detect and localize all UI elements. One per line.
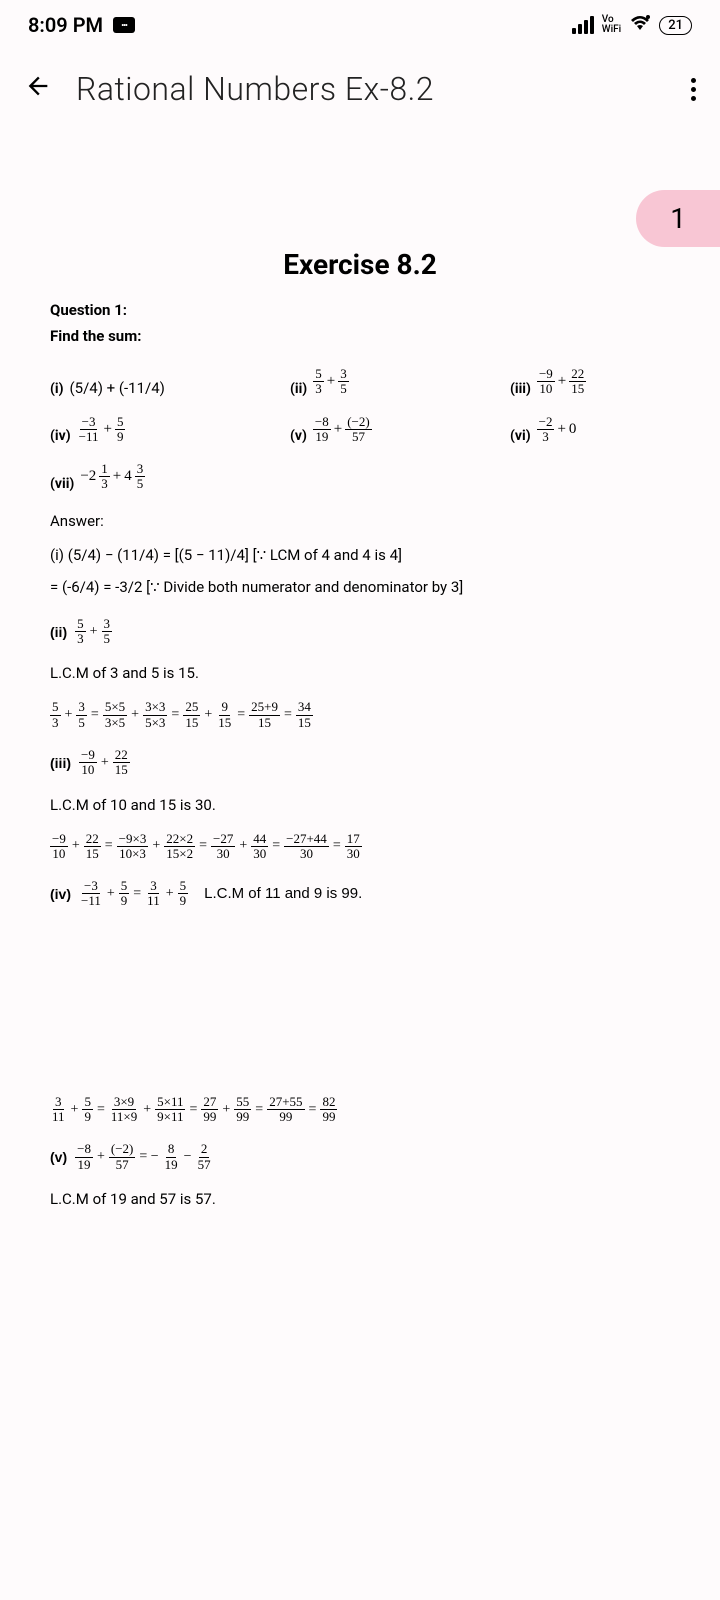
lcm-ii: L.C.M of 3 and 5 is 15. (50, 664, 670, 682)
page-number-badge[interactable]: 1 (636, 190, 720, 247)
lcm-v: L.C.M of 19 and 57 is 57. (50, 1190, 670, 1208)
back-arrow-icon[interactable] (24, 70, 52, 108)
answer-iii-heading: (iii) −910 + 2215 (50, 748, 670, 778)
more-options-icon[interactable] (691, 78, 696, 101)
sms-icon (113, 17, 135, 33)
status-left: 8:09 PM (28, 13, 135, 37)
battery-icon: 21 (659, 16, 692, 35)
status-right: Vo WiFi 21 (572, 13, 692, 37)
page-title: Rational Numbers Ex-8.2 (76, 70, 667, 108)
problems-row-3: (vii) −2 13 + 4 35 (50, 462, 670, 492)
work-ii: 53+ 35= 5×53×5+ 3×35×3= 2515+ 915= 25+91… (50, 700, 670, 730)
answer-i-line2: = (-6/4) = -3/2 [∵ Divide both numerator… (50, 576, 670, 599)
instruction-text: Find the sum: (50, 327, 670, 345)
question-label: Question 1: (50, 301, 670, 319)
status-bar: 8:09 PM Vo WiFi 21 (0, 0, 720, 50)
document-content: Exercise 8.2 Question 1: Find the sum: (… (0, 138, 720, 1246)
signal-icon (572, 16, 594, 34)
work-iii: −910+ 2215= −9×310×3+ 22×215×2= −2730+ 4… (50, 832, 670, 862)
answer-iv-heading: (iv) −3−11 + 59 = 311 + 59 L.C.M of 11 a… (50, 879, 670, 909)
problems-row-1: (i) (5/4) + (-11/4) (ii) 53 + 35 (iii) −… (50, 367, 670, 397)
exercise-title: Exercise 8.2 (50, 248, 670, 281)
status-time: 8:09 PM (28, 13, 103, 37)
answer-ii-heading: (ii) 53 + 35 (50, 617, 670, 647)
work-iv: 311+ 59= 3×911×9+ 5×119×11= 2799+ 5599= … (50, 1095, 670, 1125)
answer-label: Answer: (50, 512, 670, 530)
wifi-icon (629, 13, 651, 37)
lcm-iii: L.C.M of 10 and 15 is 30. (50, 796, 670, 814)
answer-v-heading: (v) −819 + (−2)57 = − 819 − 257 (50, 1142, 670, 1172)
answer-i-line1: (i) (5/4) − (11/4) = [(5 − 11)/4] [∵ LCM… (50, 544, 670, 567)
app-header: Rational Numbers Ex-8.2 (0, 50, 720, 138)
vowifi-icon: Vo WiFi (602, 15, 621, 35)
problems-row-2: (iv) −3−11 + 59 (v) −819 + (−2)57 (vi) −… (50, 415, 670, 445)
